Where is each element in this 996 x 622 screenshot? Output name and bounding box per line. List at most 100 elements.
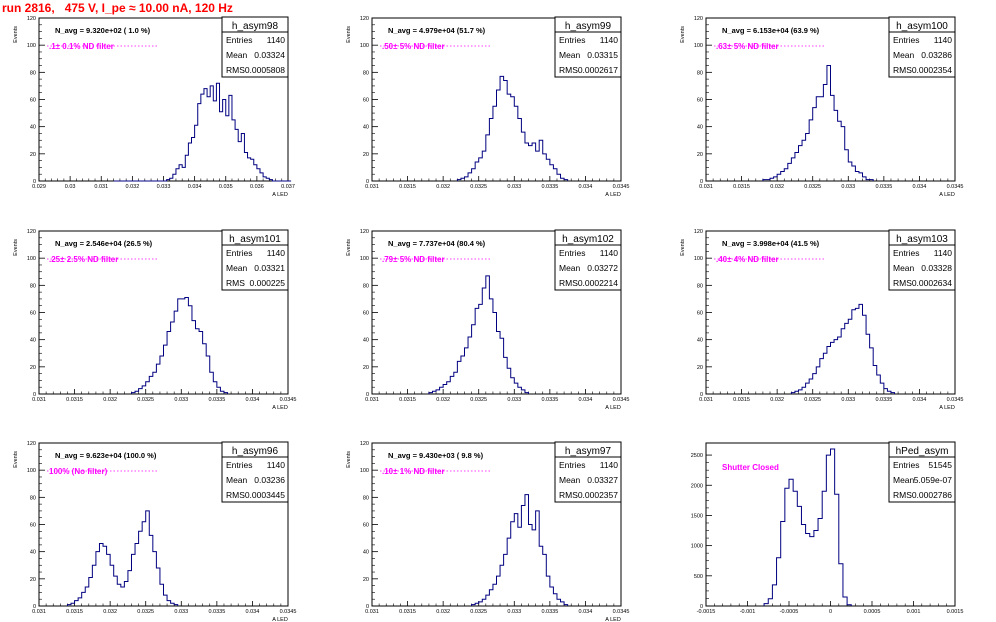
stats-box <box>221 16 289 78</box>
x-tick-label: 0.031 <box>699 397 713 403</box>
stats-value: 0.03327 <box>587 475 618 485</box>
stats-value: 0.0002354 <box>912 65 952 75</box>
y-tick-label: 60 <box>363 311 369 317</box>
y-tick-label: 80 <box>30 70 36 76</box>
x-tick-label: 0.034 <box>246 397 260 403</box>
y-tick-label: 0 <box>33 179 36 185</box>
y-axis-title: Events <box>680 26 686 43</box>
x-tick-label: 0.0325 <box>804 397 821 403</box>
x-tick-label: 0.0315 <box>733 184 750 190</box>
stats-value: 1140 <box>267 35 286 45</box>
stats-label: Entries <box>559 248 585 258</box>
histogram-line <box>130 297 229 394</box>
y-tick-label: 120 <box>360 16 369 22</box>
stats-value: 5.059e-07 <box>914 475 953 485</box>
x-tick-label: 0.0335 <box>541 609 558 615</box>
histogram-line <box>456 75 569 181</box>
y-tick-label: 120 <box>27 441 36 447</box>
x-tick-label: 0.033 <box>507 609 521 615</box>
x-tick-label: 0.0345 <box>613 184 630 190</box>
stats-label: Mean <box>893 475 915 485</box>
y-tick-label: 120 <box>360 229 369 235</box>
histogram-name: h_asym96 <box>232 446 279 457</box>
x-tick-label: 0.032 <box>125 184 139 190</box>
stats-value: 1140 <box>934 248 953 258</box>
y-axis-title: Events <box>13 239 19 256</box>
y-tick-label: 60 <box>697 98 703 104</box>
x-tick-label: 0.035 <box>219 184 233 190</box>
y-tick-label: 500 <box>694 574 703 580</box>
histogram-panel: 0.031 0.0315 0.032 0.0325 0.033 0.0335 0.034 0.… <box>13 229 296 411</box>
x-tick-label: 0.0325 <box>470 184 487 190</box>
histogram-line <box>66 510 179 606</box>
filter-annotation: .40± 4% ND filter <box>716 255 779 264</box>
y-tick-label: 20 <box>363 152 369 158</box>
x-tick-label: 0.0345 <box>280 397 297 403</box>
y-tick-label: 80 <box>363 495 369 501</box>
histogram-name: h_asym103 <box>896 234 948 245</box>
x-axis-title: A LED <box>605 617 621 622</box>
histogram-line <box>428 275 530 394</box>
y-tick-label: 0 <box>366 604 369 610</box>
x-tick-label: 0.031 <box>32 609 46 615</box>
x-tick-label: 0.03 <box>65 184 76 190</box>
stats-box <box>554 441 622 503</box>
y-tick-label: 100 <box>694 43 703 49</box>
x-tick-label: 0.0015 <box>947 609 964 615</box>
stats-box <box>554 16 622 78</box>
x-tick-label: 0.032 <box>770 184 784 190</box>
stats-label: RMS <box>226 65 245 75</box>
stats-value: 0.0002786 <box>912 490 952 500</box>
x-tick-label: 0.0315 <box>399 609 416 615</box>
filter-annotation: .25± 2.5% ND filter <box>49 255 118 264</box>
navg-label: N_avg = 6.153e+04 (63.9 %) <box>722 26 820 35</box>
x-tick-label: 0.032 <box>436 397 450 403</box>
x-tick-label: 0.037 <box>281 184 295 190</box>
stats-label: Mean <box>559 263 581 273</box>
filter-annotation: .50± 5% ND filter <box>382 42 445 51</box>
x-axis-title: A LED <box>605 192 621 198</box>
histogram-name: h_asym97 <box>565 446 612 457</box>
y-tick-label: 40 <box>697 125 703 131</box>
y-tick-label: 60 <box>363 523 369 529</box>
stats-label: Entries <box>559 460 585 470</box>
x-tick-label: 0.0335 <box>875 184 892 190</box>
stats-value: 0.0002634 <box>912 278 952 288</box>
y-tick-label: 60 <box>30 311 36 317</box>
stats-box <box>221 441 289 503</box>
y-axis-title: Events <box>346 26 352 43</box>
y-tick-label: 40 <box>30 550 36 556</box>
y-tick-label: 1500 <box>691 513 703 519</box>
x-tick-label: 0.001 <box>907 609 921 615</box>
stats-label: Entries <box>559 35 585 45</box>
x-tick-label: 0.0315 <box>66 609 83 615</box>
histogram-line <box>763 448 852 606</box>
y-tick-label: 0 <box>700 392 703 398</box>
x-tick-label: 0.034 <box>579 184 593 190</box>
stats-value: 1140 <box>600 35 619 45</box>
x-tick-label: 0.0325 <box>137 397 154 403</box>
navg-label: N_avg = 3.998e+04 (41.5 %) <box>722 239 820 248</box>
y-tick-label: 60 <box>30 523 36 529</box>
x-tick-label: 0.032 <box>436 609 450 615</box>
histogram-line <box>113 82 292 182</box>
stats-value: 0.03272 <box>587 263 618 273</box>
y-tick-label: 0 <box>700 179 703 185</box>
x-tick-label: 0.034 <box>913 397 927 403</box>
y-tick-label: 40 <box>363 125 369 131</box>
x-tick-label: 0.0325 <box>804 184 821 190</box>
y-tick-label: 120 <box>27 16 36 22</box>
stats-label: Entries <box>226 248 252 258</box>
stats-value: 1140 <box>600 460 619 470</box>
x-tick-label: 0.032 <box>436 184 450 190</box>
x-tick-label: 0.034 <box>579 397 593 403</box>
x-tick-label: 0.0315 <box>399 397 416 403</box>
histogram-name: h_asym102 <box>562 234 614 245</box>
x-tick-label: 0.034 <box>246 609 260 615</box>
x-tick-label: 0.033 <box>174 609 188 615</box>
x-tick-label: 0.036 <box>250 184 264 190</box>
x-tick-label: 0.0345 <box>947 397 964 403</box>
x-tick-label: 0.0315 <box>399 184 416 190</box>
stats-label: Mean <box>893 50 915 60</box>
